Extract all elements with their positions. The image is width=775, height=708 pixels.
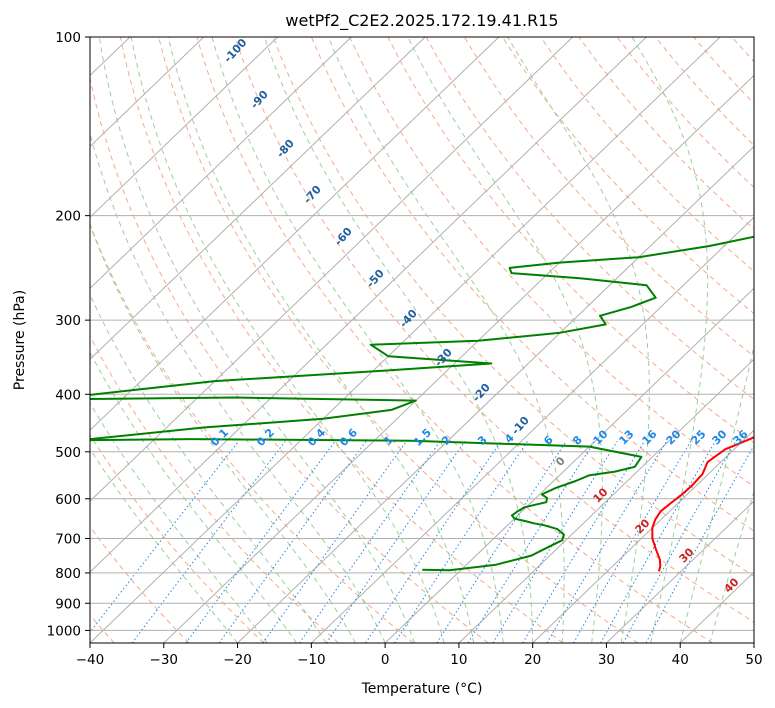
background-lines bbox=[90, 37, 754, 643]
mixing-ratio-line bbox=[467, 441, 596, 643]
mixing-ratio-line bbox=[365, 441, 502, 643]
dewpoint-line bbox=[90, 235, 754, 572]
axes: −40 −30 −20 −10 0 10 20 30 40 50 100 200 300 400 500 60… bbox=[47, 30, 763, 668]
moist-adiabat-line bbox=[407, 37, 603, 643]
y-tick-label: 100 bbox=[55, 30, 81, 46]
isotherm-line bbox=[606, 500, 754, 643]
x-tick-label: 40 bbox=[672, 652, 689, 668]
x-tick-label: 20 bbox=[524, 652, 541, 668]
dry-adiabat-line bbox=[463, 37, 754, 357]
mixing-ratio-line bbox=[436, 441, 567, 643]
isotherm-line bbox=[90, 37, 574, 502]
x-tick-label: −20 bbox=[223, 652, 252, 668]
mixing-ratio-line bbox=[645, 444, 754, 643]
moist-adiabat-line bbox=[90, 223, 357, 643]
chart-title: wetPf2_C2E2.2025.172.19.41.R15 bbox=[285, 11, 558, 31]
y-tick-label: 300 bbox=[55, 313, 81, 329]
y-tick-label: 200 bbox=[55, 209, 81, 225]
x-tick-label: 0 bbox=[381, 652, 390, 668]
dry-adiabat-line bbox=[90, 222, 414, 643]
x-tick-label: 30 bbox=[598, 652, 615, 668]
isotherm-line bbox=[458, 358, 754, 643]
y-tick-label: 600 bbox=[55, 492, 81, 508]
moist-adiabat-line bbox=[263, 37, 534, 643]
profile-lines bbox=[90, 235, 754, 572]
y-tick-label: 1000 bbox=[47, 623, 81, 639]
dry-adiabat-line bbox=[272, 37, 754, 577]
isotherm-line bbox=[532, 429, 754, 643]
mixing-ratio-line bbox=[185, 440, 336, 643]
dry-adiabat-line bbox=[158, 37, 639, 643]
moist-adiabat-line bbox=[507, 37, 650, 643]
moist-adiabat-line bbox=[130, 37, 445, 643]
mixing-ratio-line bbox=[218, 441, 367, 643]
mixing-ratio-line bbox=[299, 441, 441, 643]
moist-adiabat-line bbox=[90, 131, 386, 643]
temperature-line bbox=[651, 435, 754, 572]
y-tick-label: 500 bbox=[55, 445, 81, 461]
dry-adiabat-line bbox=[349, 37, 754, 488]
isotherm-line bbox=[90, 37, 352, 289]
plot-frame bbox=[89, 36, 755, 644]
isotherm-line bbox=[310, 216, 754, 643]
x-tick-label: −30 bbox=[150, 652, 179, 668]
isotherm-line bbox=[90, 37, 647, 573]
dry-adiabat-line bbox=[119, 37, 564, 643]
dry-adiabat-line bbox=[90, 433, 265, 643]
isotherm-line bbox=[90, 37, 721, 643]
isotherm-line bbox=[90, 37, 205, 148]
moist-adiabat-line bbox=[167, 37, 475, 643]
dry-adiabat-line bbox=[234, 37, 754, 623]
mixing-ratio-line bbox=[622, 441, 737, 643]
isotherm-line bbox=[237, 145, 754, 643]
x-tick-label: 10 bbox=[450, 652, 467, 668]
mixing-ratio-line bbox=[573, 441, 692, 643]
y-tick-label: 400 bbox=[55, 387, 81, 403]
x-tick-label: −10 bbox=[297, 652, 326, 668]
y-tick-label: 800 bbox=[55, 566, 81, 582]
isotherm-line bbox=[90, 37, 426, 360]
moist-adiabat-line bbox=[211, 37, 504, 643]
isotherm-line bbox=[384, 287, 754, 643]
dry-adiabat-line bbox=[90, 526, 190, 643]
x-tick-label: 50 bbox=[745, 652, 762, 668]
x-axis-label: Temperature (°C) bbox=[361, 681, 483, 697]
mixing-ratio-line bbox=[325, 441, 466, 643]
mixing-ratio-line bbox=[90, 440, 239, 634]
mixing-ratio-line bbox=[600, 441, 716, 643]
moist-adiabat-line bbox=[90, 447, 238, 643]
y-tick-label: 700 bbox=[55, 532, 81, 548]
x-tick-label: −40 bbox=[76, 652, 105, 668]
y-axis-label: Pressure (hPa) bbox=[12, 290, 28, 390]
mixing-ratio-line bbox=[492, 441, 618, 643]
y-tick-label: 900 bbox=[55, 596, 81, 612]
mixing-ratio-line bbox=[522, 441, 645, 643]
dry-adiabat-line bbox=[90, 76, 489, 643]
mixing-ratio-line bbox=[394, 441, 528, 643]
isotherm-line bbox=[90, 37, 500, 431]
isotherm-line bbox=[90, 37, 278, 219]
mixing-ratio-line bbox=[546, 441, 668, 643]
